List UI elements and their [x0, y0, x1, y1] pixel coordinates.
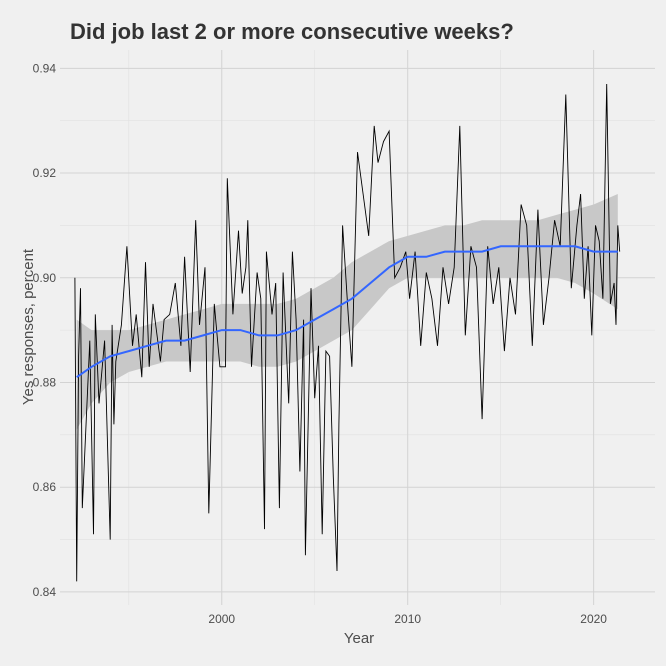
y-tick-label: 0.90	[33, 271, 57, 285]
y-tick-label: 0.86	[33, 480, 57, 494]
x-tick-label: 2000	[208, 612, 235, 626]
y-tick-label: 0.88	[33, 375, 57, 389]
chart-title: Did job last 2 or more consecutive weeks…	[70, 19, 514, 44]
confidence-ribbon	[76, 194, 618, 430]
y-axis-title: Yes responses, percent	[20, 248, 37, 405]
y-tick-label: 0.94	[33, 61, 57, 75]
y-axis-ticks: 0.84 0.86 0.88 0.90 0.92 0.94	[33, 61, 57, 599]
y-tick-label: 0.84	[33, 585, 57, 599]
smoothed-trend-line	[76, 245, 618, 379]
x-axis-title: Year	[344, 630, 374, 647]
x-tick-label: 2020	[580, 612, 607, 626]
y-tick-label: 0.92	[33, 166, 57, 180]
x-tick-label: 2010	[394, 612, 421, 626]
x-axis-ticks: 2000 2010 2020	[208, 612, 607, 626]
